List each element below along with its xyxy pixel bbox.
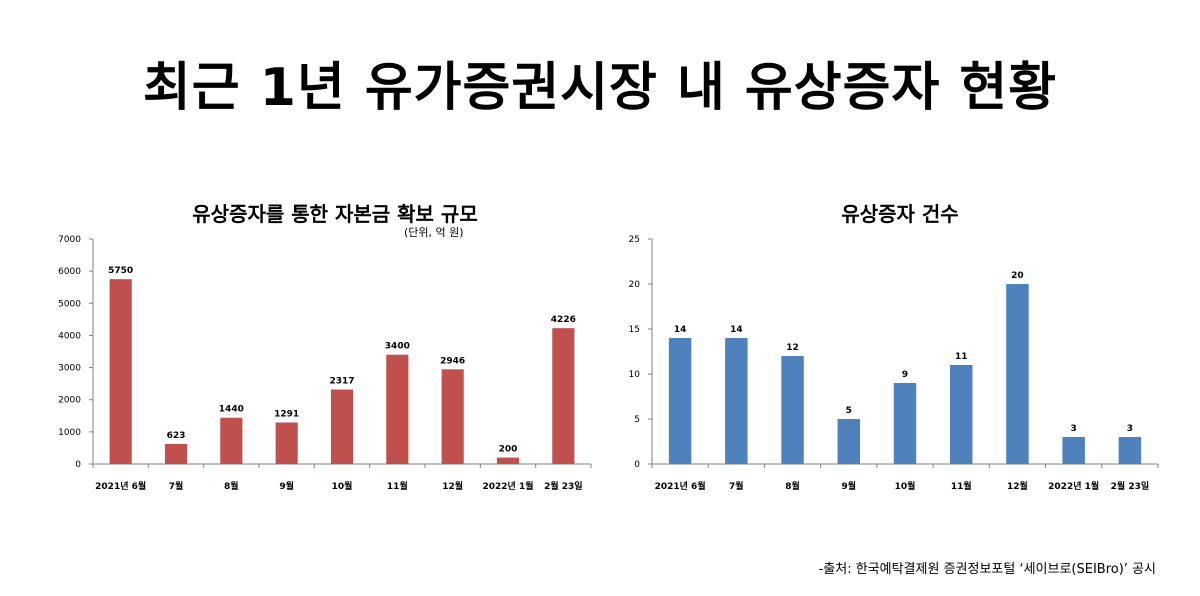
data-label: 3: [1071, 424, 1077, 434]
y-tick-label: 10: [629, 370, 641, 380]
x-category-label: 12월: [1007, 480, 1028, 492]
data-label: 3400: [385, 342, 410, 352]
bar: [781, 356, 804, 464]
data-label: 4226: [551, 315, 576, 325]
bar: [109, 279, 132, 464]
y-tick-label: 6000: [58, 267, 81, 277]
y-tick-label: 0: [75, 460, 81, 470]
y-tick-label: 0: [634, 460, 640, 470]
x-category-label: 9월: [279, 480, 294, 492]
page-title: 최근 1년 유가증권시장 내 유상증자 현황: [142, 58, 1058, 118]
bar: [275, 422, 298, 464]
x-category-label: 2월 23일: [1111, 480, 1149, 492]
bar: [441, 369, 464, 464]
y-tick-label: 7000: [58, 235, 81, 245]
bar: [837, 419, 861, 464]
data-label: 9: [902, 370, 908, 380]
y-tick-label: 1000: [58, 428, 81, 438]
bar: [164, 443, 188, 464]
x-category-label: 2월 23일: [544, 480, 582, 492]
x-category-label: 8월: [224, 480, 239, 492]
bar: [893, 383, 917, 464]
y-tick-label: 25: [629, 235, 640, 245]
x-category-label: 9월: [842, 480, 857, 492]
x-category-label: 8월: [785, 480, 800, 492]
bar: [725, 338, 748, 464]
unit-label: (단위, 억 원): [404, 226, 464, 239]
bar: [386, 354, 409, 464]
x-category-label: 12월: [442, 480, 463, 492]
bar: [949, 365, 973, 464]
source-note: -출처: 한국예탁결제원 증권정보포털 ‘세이브로(SEIBro)’ 공시: [818, 562, 1156, 577]
y-tick-label: 4000: [58, 331, 81, 341]
bar: [220, 417, 243, 464]
bar: [1062, 437, 1085, 464]
chart-title-count: 유상증자 건수: [841, 202, 959, 226]
bar: [496, 457, 520, 464]
bar: [668, 338, 692, 464]
y-tick-label: 20: [629, 280, 641, 290]
data-label: 2946: [440, 356, 465, 366]
x-category-label: 2022년 1월: [1048, 480, 1099, 492]
bar: [1118, 437, 1142, 464]
data-label: 5: [846, 406, 852, 416]
data-label: 20: [1011, 271, 1024, 281]
data-label: 11: [955, 352, 968, 362]
y-tick-label: 5: [634, 415, 640, 425]
bar: [552, 328, 575, 464]
y-tick-label: 3000: [58, 364, 81, 374]
x-category-label: 2021년 6월: [95, 480, 146, 492]
data-label: 623: [167, 431, 186, 441]
bar: [1006, 284, 1029, 464]
x-category-label: 7월: [169, 480, 184, 492]
bar: [330, 389, 354, 464]
data-label: 1291: [274, 410, 299, 420]
data-label: 14: [730, 325, 743, 335]
data-label: 2317: [329, 377, 354, 387]
data-label: 12: [786, 343, 799, 353]
x-category-label: 7월: [729, 480, 744, 492]
y-tick-label: 2000: [58, 396, 81, 406]
y-tick-label: 15: [629, 325, 640, 335]
x-category-label: 10월: [332, 480, 353, 492]
data-label: 3: [1127, 424, 1133, 434]
chart-title-capital: 유상증자를 통한 자본금 확보 규모: [192, 202, 478, 226]
data-label: 200: [499, 445, 518, 455]
y-tick-label: 5000: [58, 299, 81, 309]
x-category-label: 11월: [951, 480, 972, 492]
x-category-label: 10월: [895, 480, 916, 492]
x-category-label: 2021년 6월: [655, 480, 706, 492]
data-label: 14: [674, 325, 687, 335]
x-category-label: 2022년 1월: [482, 480, 533, 492]
data-label: 5750: [108, 266, 133, 276]
x-category-label: 11월: [387, 480, 408, 492]
data-label: 1440: [219, 405, 244, 415]
